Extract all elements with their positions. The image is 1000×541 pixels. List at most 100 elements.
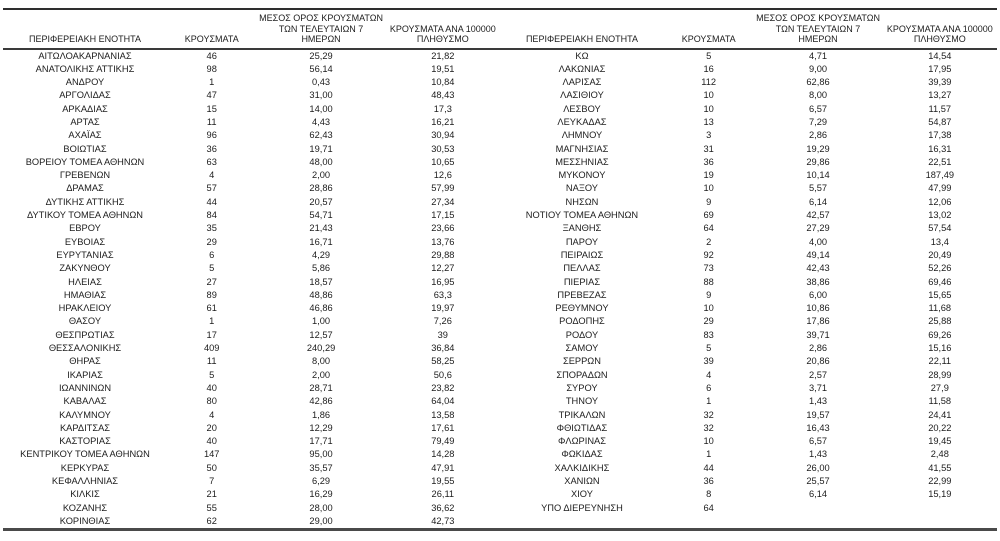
region-name-cell-left: ΔΥΤΙΚΟΥ ΤΟΜΕΑ ΑΘΗΝΩΝ [26,210,144,221]
per-100k-cell-right: 22,11 [928,356,952,367]
per-100k-cell-right: 13,02 [928,210,952,221]
region-name-cell-right: ΧΑΝΙΩΝ [564,476,600,486]
per-100k-cell-right: 69,26 [928,329,952,340]
cases-cell-right: 32 [703,409,714,420]
region-name-cell-left: ΕΒΡΟΥ [69,223,101,234]
avg-7day-cell-right: 16,43 [806,422,830,433]
avg-7day-cell-right: 6,14 [808,196,828,207]
table-row: ΚΑΡΔΙΤΣΑΣ 20 12,29 17,61 ΦΘΙΩΤΙΔΑΣ 32 16… [3,422,997,435]
avg-7day-cell-left: 1,00 [312,316,331,327]
avg-7day-cell-left: 28,00 [309,502,333,513]
avg-7day-cell-left: 18,57 [309,276,333,287]
cases-cell-left: 21 [206,489,217,500]
region-name-cell-right: ΧΙΟΥ [571,489,593,500]
avg-7day-cell-right: 6,14 [808,489,828,500]
avg-7day-cell-left: 16,71 [309,236,333,247]
cases-cell-left: 15 [206,103,217,114]
region-name-cell-left: ΒΟΙΩΤΙΑΣ [63,143,107,154]
avg-7day-cell-left: 4,43 [312,116,331,127]
per-100k-cell-left: 30,94 [431,130,455,141]
region-name-cell-right: ΛΕΣΒΟΥ [563,103,601,114]
table-row: ΘΕΣΠΡΩΤΙΑΣ 17 12,57 39 ΡΟΔΟΥ 83 39,71 69… [3,329,997,342]
header-per-100k-right: ΚΡΟΥΣΜΑΤΑ ΑΝΑ 100000 ΠΛΗΘΥΣΜΟ [882,9,997,50]
per-100k-cell-left: 16,95 [431,276,455,287]
region-name-cell-left: ΑΡΤΑΣ [70,116,100,127]
cases-cell-right [664,515,753,530]
avg-7day-cell-right: 38,86 [806,276,830,287]
region-name-cell-right: ΜΕΣΣΗΝΙΑΣ [555,156,609,167]
per-100k-cell-right: 11,58 [928,396,952,407]
per-100k-cell-right: 22,99 [928,476,952,486]
region-name-cell-left: ΗΡΑΚΛΕΙΟΥ [58,303,112,314]
cases-cell-left: 40 [206,382,217,393]
per-100k-cell-right: 15,16 [928,343,952,354]
cases-cell-right: 31 [703,143,714,154]
per-100k-cell-left: 26,11 [431,489,455,500]
cases-cell-left: 40 [206,436,217,447]
region-name-cell-left: ΑΧΑΪΑΣ [68,130,102,141]
cases-cell-right: 36 [703,476,714,486]
avg-7day-cell-right: 20,86 [806,356,830,367]
cases-cell-right: 4 [706,369,712,380]
cases-cell-left: 5 [209,263,215,274]
header-per-100k-left: ΚΡΟΥΣΜΑΤΑ ΑΝΑ 100000 ΠΛΗΘΥΣΜΟ [385,9,500,50]
cases-cell-left: 96 [206,130,217,141]
region-name-cell-right: ΣΥΡΟΥ [566,382,598,393]
cases-cell-right: 8 [706,489,712,500]
per-100k-cell-left: 57,99 [431,183,455,194]
avg-7day-cell-left: 2,00 [312,170,331,181]
per-100k-cell-left: 17,15 [431,210,455,221]
avg-7day-cell-right: 10,14 [806,170,830,181]
region-name-cell-right: ΦΛΩΡΙΝΑΣ [557,436,606,447]
avg-7day-cell-right: 4,71 [808,50,828,61]
cases-cell-right: 6 [706,382,712,393]
cases-cell-right: 73 [703,263,714,274]
avg-7day-cell-right: 26,00 [806,462,830,473]
cases-cell-left: 89 [206,289,217,300]
per-100k-cell-left: 23,82 [431,382,455,393]
cases-cell-left: 84 [206,210,217,221]
cases-cell-right: 1 [706,396,712,407]
region-name-cell-left: ΑΡΚΑΔΙΑΣ [62,103,108,114]
per-100k-cell-left: 7,26 [433,316,452,327]
cases-cell-right: 69 [703,210,714,221]
per-100k-cell-left: 21,82 [431,50,455,61]
per-100k-cell-right: 69,46 [928,276,952,287]
per-100k-cell-right: 41,55 [928,462,952,473]
table-row: ΑΙΤΩΛΟΑΚΑΡΝΑΝΙΑΣ 46 25,29 21,82 ΚΩ 5 4,7… [3,49,997,63]
per-100k-cell-left: 23,66 [431,223,455,234]
per-100k-cell-left: 79,49 [431,436,455,447]
table-row: ΚΑΣΤΟΡΙΑΣ 40 17,71 79,49 ΦΛΩΡΙΝΑΣ 10 6,5… [3,435,997,448]
per-100k-cell-left: 13,76 [431,236,455,247]
region-name-cell-right: ΝΗΣΩΝ [565,196,599,207]
avg-7day-cell-right: 49,14 [806,249,830,260]
region-name-cell-right: ΦΩΚΙΔΑΣ [561,449,603,460]
table-row: ΕΥΡΥΤΑΝΙΑΣ 6 4,29 29,88 ΠΕΙΡΑΙΩΣ 92 49,1… [3,249,997,262]
cases-cell-left: 4 [209,409,215,420]
cases-cell-left: 46 [206,50,217,61]
avg-7day-cell-right: 27,29 [806,223,830,234]
avg-7day-cell-left: 56,14 [309,63,333,74]
region-name-cell-right: ΡΕΘΥΜΝΟΥ [555,303,609,314]
region-name-cell-right: ΣΠΟΡΑΔΩΝ [556,369,608,380]
per-100k-cell-left: 19,51 [431,63,455,74]
avg-7day-cell-left: 25,29 [309,50,333,61]
per-100k-cell-left: 29,88 [431,249,455,260]
cases-cell-left: 62 [206,515,217,526]
avg-7day-cell-right: 1,43 [808,396,828,407]
avg-7day-cell-left: 28,71 [309,382,333,393]
cases-cell-left: 1 [209,77,215,88]
region-name-cell-right: ΠΡΕΒΕΖΑΣ [557,289,607,300]
per-100k-cell-left: 63,3 [433,289,452,300]
per-100k-cell-left: 10,84 [431,77,455,88]
region-name-cell-left: ΖΑΚΥΝΘΟΥ [59,263,111,274]
region-name-cell-left: ΑΝΑΤΟΛΙΚΗΣ ΑΤΤΙΚΗΣ [35,63,135,74]
table-header-row: ΠΕΡΙΦΕΡΕΙΑΚΗ ΕΝΟΤΗΤΑ ΚΡΟΥΣΜΑΤΑ ΜΕΣΟΣ ΟΡΟ… [3,9,997,50]
per-100k-cell-right: 11,68 [928,303,952,314]
per-100k-cell-right: 22,51 [928,156,952,167]
cases-cell-right: 64 [703,502,714,513]
region-name-cell-right: ΤΗΝΟΥ [565,396,599,407]
region-name-cell-left: ΚΙΛΚΙΣ [70,489,100,500]
region-name-cell-right: ΛΑΣΙΘΙΟΥ [560,90,604,101]
cases-cell-left: 11 [206,356,217,367]
